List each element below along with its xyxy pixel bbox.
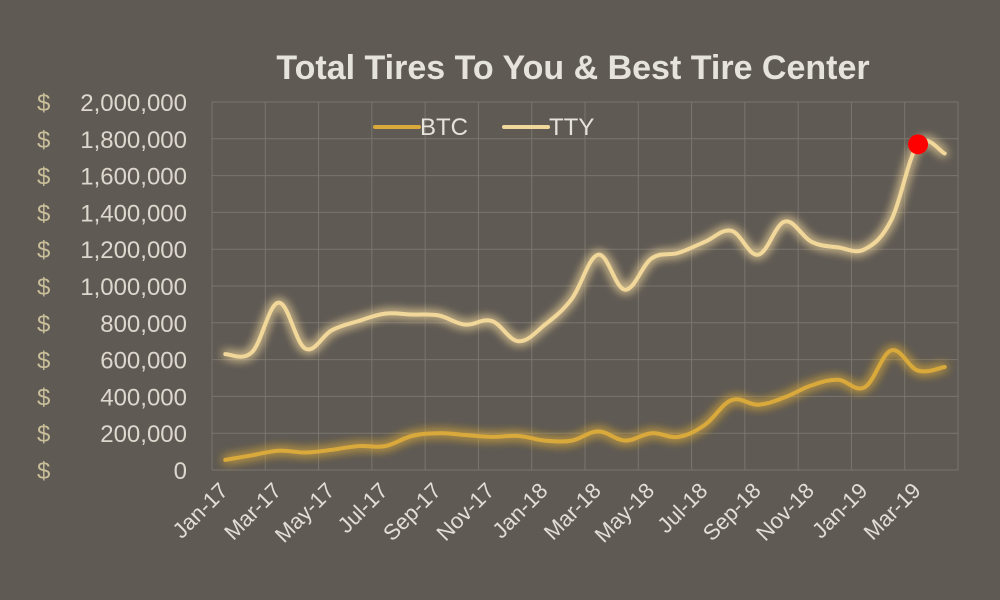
x-tick-label: Mar-19 <box>859 478 926 545</box>
series-line-btc <box>223 348 947 462</box>
x-tick-label: Sep-18 <box>698 478 766 546</box>
y-tick-label: 2,000,000 <box>80 90 187 117</box>
y-tick-label: 400,000 <box>100 384 187 411</box>
x-tick-label: Nov-18 <box>751 478 819 546</box>
grid <box>211 101 959 471</box>
y-tick-currency: $ <box>37 348 50 375</box>
y-tick-label: 0 <box>174 458 187 485</box>
y-tick-currency: $ <box>37 421 50 448</box>
highlight-marker <box>908 134 929 155</box>
y-tick-label: 1,000,000 <box>80 274 187 301</box>
y-tick-currency: $ <box>37 237 50 264</box>
y-tick-label: 800,000 <box>100 311 187 338</box>
y-tick-currency: $ <box>37 164 50 191</box>
y-tick-label: 1,600,000 <box>80 164 187 191</box>
x-tick-label: May-17 <box>270 478 340 548</box>
y-tick-currency: $ <box>37 458 50 485</box>
x-tick-label: Nov-17 <box>431 478 499 546</box>
y-tick-label: 1,400,000 <box>80 200 187 227</box>
x-tick-label: Jan-18 <box>487 478 552 543</box>
x-tick-label: Jan-17 <box>168 478 233 543</box>
y-axis: $0 $ 200,000 $ 400,000 $ 600,000 $ 800,000 $ 1,000… <box>37 90 187 485</box>
y-tick-currency: $ <box>37 384 50 411</box>
y-tick-label: 1,800,000 <box>80 127 187 154</box>
series-tty <box>223 138 947 359</box>
y-tick-label: 600,000 <box>100 348 187 375</box>
x-axis: Jan-17Mar-17May-17Jul-17Sep-17Nov-17Jan-… <box>168 478 926 548</box>
series-layer <box>223 134 947 462</box>
x-tick-label: Jan-19 <box>807 478 872 543</box>
y-tick-label: 200,000 <box>100 421 187 448</box>
legend-label-btc: BTC <box>420 114 468 141</box>
x-tick-label: Sep-17 <box>378 478 446 546</box>
legend: BTC TTY <box>373 114 594 141</box>
chart-title: Total Tires To You & Best Tire Center <box>276 49 869 87</box>
y-tick-currency: $ <box>37 311 50 338</box>
series-btc <box>223 348 947 462</box>
series-line-tty <box>223 138 947 359</box>
y-tick-currency: $ <box>37 274 50 301</box>
legend-label-tty: TTY <box>549 114 594 141</box>
y-tick-currency: $ <box>37 200 50 227</box>
x-tick-label: May-18 <box>590 478 660 548</box>
y-tick-currency: $ <box>37 90 50 117</box>
y-tick-label: 1,200,000 <box>80 237 187 264</box>
y-tick-currency: $ <box>37 127 50 154</box>
